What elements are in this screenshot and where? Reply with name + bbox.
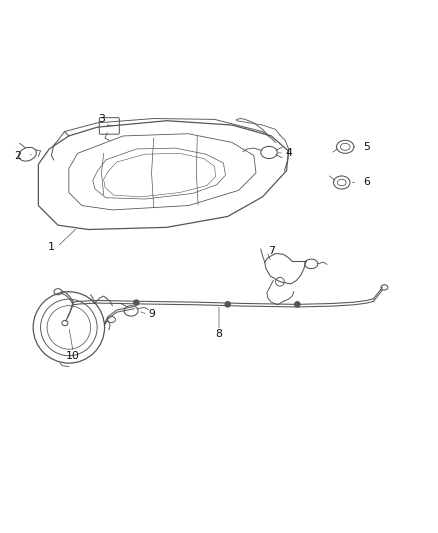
Text: 2: 2 — [14, 150, 21, 160]
Text: 3: 3 — [98, 114, 105, 124]
Text: 9: 9 — [148, 309, 155, 319]
Text: 7: 7 — [268, 246, 275, 256]
Circle shape — [134, 300, 139, 305]
Text: 6: 6 — [364, 176, 371, 187]
Text: 1: 1 — [48, 242, 55, 252]
Text: 8: 8 — [215, 329, 223, 339]
Text: 10: 10 — [66, 351, 80, 361]
Circle shape — [295, 302, 300, 307]
Text: 5: 5 — [364, 142, 371, 152]
Circle shape — [225, 302, 230, 307]
Text: 4: 4 — [285, 148, 292, 158]
